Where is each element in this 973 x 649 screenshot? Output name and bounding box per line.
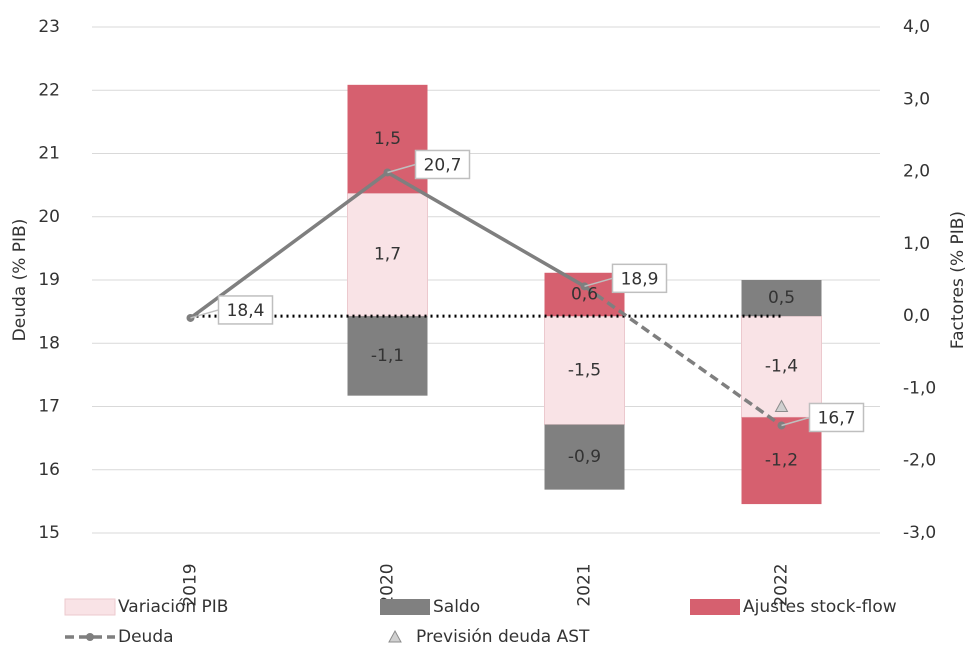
y-tick-label: 23 <box>38 17 60 37</box>
legend-swatch-point <box>86 633 94 641</box>
bar <box>347 192 428 317</box>
bar-value-label: 0,6 <box>571 284 598 304</box>
callout-line <box>190 309 219 319</box>
legend-swatch <box>380 599 430 615</box>
forecast-marker <box>774 399 789 412</box>
y-tick-label: 15 <box>38 523 60 543</box>
y2-tick-label: 0,0 <box>903 306 930 326</box>
y-tick-label: 21 <box>38 144 60 164</box>
y2-tick-label: 3,0 <box>903 89 930 109</box>
bar <box>741 417 822 505</box>
y2-tick-label: -2,0 <box>903 451 936 471</box>
callout-box <box>217 295 274 325</box>
callout-box <box>808 402 865 433</box>
callout-box <box>414 149 471 180</box>
x-tick-label: 2019 <box>181 563 201 606</box>
y-tick-label: 19 <box>38 270 60 290</box>
y2-tick-label: 1,0 <box>903 234 930 254</box>
bar-value-label: -1,4 <box>765 357 798 377</box>
y-tick-label: 17 <box>38 397 60 417</box>
y-tick-label: 16 <box>38 460 60 480</box>
y-tick-label: 18 <box>38 333 60 353</box>
bar <box>741 280 822 317</box>
bar-value-label: 0,5 <box>768 288 795 308</box>
bar-value-label: 1,7 <box>374 245 401 265</box>
y-axis-title: Deuda (% PIB) <box>10 219 30 342</box>
bar <box>544 315 625 426</box>
bar-value-label: -1,2 <box>765 451 798 471</box>
callout-line <box>584 277 613 288</box>
legend-label: Ajustes stock-flow <box>743 597 897 617</box>
bar-value-label: 1,5 <box>374 129 401 149</box>
bar <box>347 316 428 396</box>
callout-box <box>611 263 668 294</box>
y2-tick-label: 4,0 <box>903 17 930 37</box>
x-tick-label: 2021 <box>575 563 595 606</box>
line-value-label: 18,9 <box>621 269 659 289</box>
bar <box>544 424 625 490</box>
callout-line <box>387 163 416 174</box>
y-tick-label: 20 <box>38 207 60 227</box>
bar-value-label: -0,9 <box>568 447 601 467</box>
legend-swatch <box>690 599 740 615</box>
bar-value-label: -1,5 <box>568 360 601 380</box>
legend-label: Variación PIB <box>118 597 228 617</box>
legend-label: Saldo <box>433 597 480 617</box>
bar <box>544 272 625 317</box>
line-forecast <box>583 284 783 427</box>
legend-swatch <box>64 598 116 616</box>
line-value-label: 16,7 <box>818 408 856 428</box>
x-tick-label: 2022 <box>772 563 792 606</box>
y2-axis-title: Factores (% PIB) <box>948 211 968 349</box>
y2-tick-label: -3,0 <box>903 523 936 543</box>
y-tick-label: 22 <box>38 80 60 100</box>
line-value-label: 20,7 <box>424 155 462 175</box>
y2-tick-label: -1,0 <box>903 378 936 398</box>
line-value-label: 18,4 <box>227 301 265 321</box>
y2-tick-label: 2,0 <box>903 162 930 182</box>
bar-value-label: -1,1 <box>371 346 404 366</box>
grid <box>92 26 880 534</box>
legend-swatch <box>388 629 402 643</box>
legend-label: Previsión deuda AST <box>416 627 590 647</box>
legend-label: Deuda <box>118 627 174 647</box>
x-tick-label: 2020 <box>378 563 398 606</box>
callout-line <box>781 416 810 427</box>
